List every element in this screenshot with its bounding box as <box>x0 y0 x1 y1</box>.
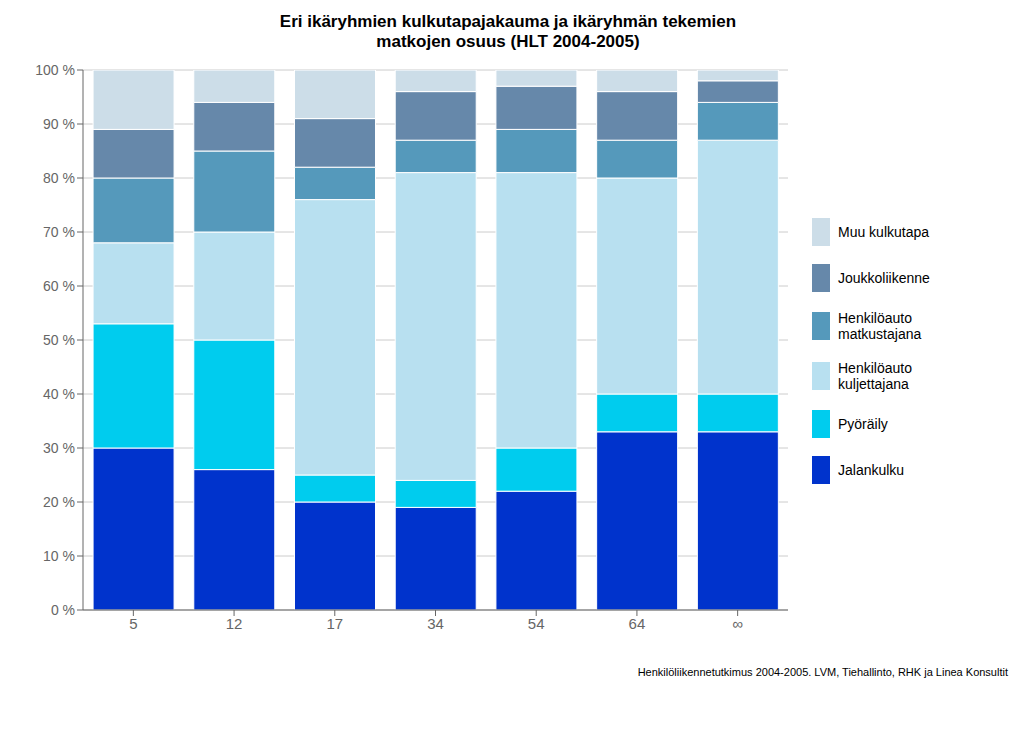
svg-text:54: 54 <box>528 615 545 632</box>
svg-text:40 %: 40 % <box>43 386 75 402</box>
html-text:Muu kulkutapa: Muu kulkutapa <box>838 224 930 240</box>
svg-text:30 %: 30 % <box>43 440 75 456</box>
html-text:Pyöräily: Pyöräily <box>838 416 888 432</box>
html-text:Eri ikäryhmien kulkutapajakaum: Eri ikäryhmien kulkutapajakauma ja ikäry… <box>279 12 737 31</box>
html-text:Henkilöliikennetutkimus 2004-2: Henkilöliikennetutkimus 2004-2005. LVM, … <box>637 666 1008 678</box>
html-text:Jalankulku: Jalankulku <box>838 462 905 478</box>
svg-text:12: 12 <box>226 615 243 632</box>
svg-text:100 %: 100 % <box>35 62 75 78</box>
svg-text:20 %: 20 % <box>43 494 75 510</box>
svg-text:0 %: 0 % <box>51 602 75 618</box>
svg-text:50 %: 50 % <box>43 332 75 348</box>
html-text:matkustajana: matkustajana <box>838 326 922 342</box>
svg-text:∞: ∞ <box>732 615 743 632</box>
svg-text:10 %: 10 % <box>43 548 75 564</box>
svg-text:34: 34 <box>427 615 444 632</box>
svg-text:70 %: 70 % <box>43 224 75 240</box>
html-text:Joukkoliikenne: Joukkoliikenne <box>838 270 930 286</box>
svg-text:17: 17 <box>326 615 343 632</box>
svg-text:60 %: 60 % <box>43 278 75 294</box>
html-text:kuljettajana: kuljettajana <box>838 376 909 392</box>
svg-text:80 %: 80 % <box>43 170 75 186</box>
svg-text:64: 64 <box>629 615 646 632</box>
svg-text:90 %: 90 % <box>43 116 75 132</box>
html-text:Henkilöauto: Henkilöauto <box>838 360 912 376</box>
svg-text:5: 5 <box>129 615 137 632</box>
html-text:Henkilöauto: Henkilöauto <box>838 310 912 326</box>
html-text:matkojen osuus (HLT 2004-2005): matkojen osuus (HLT 2004-2005) <box>376 32 640 51</box>
